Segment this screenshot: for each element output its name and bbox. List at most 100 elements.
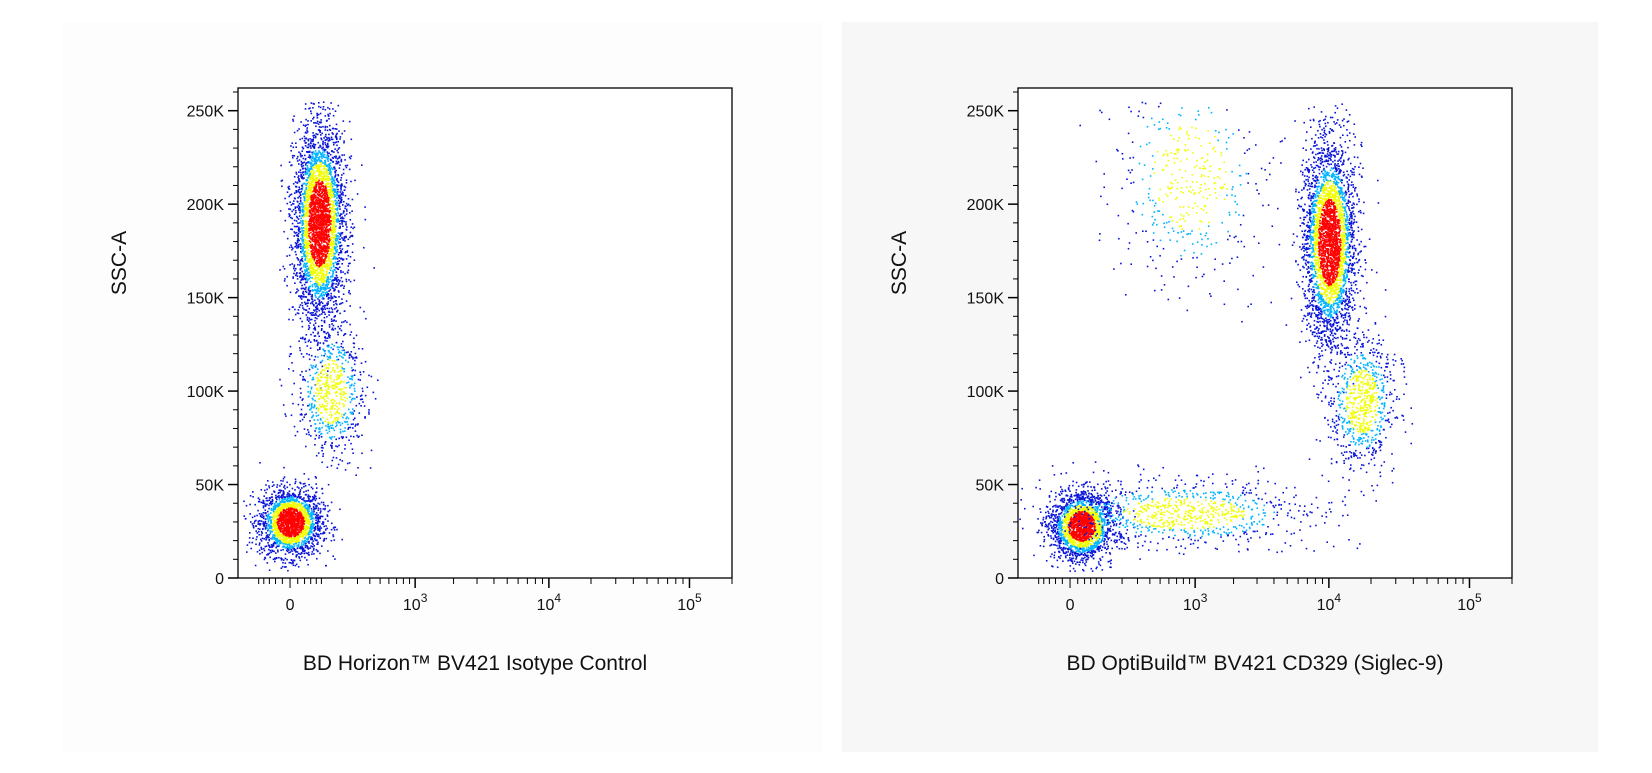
data-point	[338, 236, 340, 238]
data-point	[329, 124, 331, 127]
data-point	[310, 528, 313, 531]
data-point	[315, 199, 317, 202]
data-point	[277, 518, 280, 521]
data-point	[293, 534, 295, 536]
data-point	[322, 221, 325, 224]
data-point	[328, 334, 330, 336]
data-point	[306, 195, 309, 197]
data-point	[309, 245, 311, 247]
data-point	[315, 306, 318, 309]
data-point	[349, 231, 352, 234]
data-point	[300, 337, 302, 340]
data-point	[314, 310, 316, 312]
data-point	[322, 143, 324, 146]
data-point	[327, 277, 330, 279]
data-point	[305, 520, 308, 522]
data-point	[309, 523, 312, 526]
data-point	[301, 546, 303, 548]
data-point	[282, 508, 285, 510]
data-point	[299, 522, 301, 525]
data-point	[276, 527, 278, 529]
data-point	[303, 533, 305, 535]
data-point	[338, 227, 341, 229]
data-point	[302, 548, 305, 551]
data-point	[323, 232, 326, 235]
data-point	[333, 262, 335, 265]
data-point	[332, 243, 334, 246]
data-point	[335, 271, 338, 273]
data-point	[284, 562, 287, 564]
data-point	[291, 500, 294, 503]
data-point	[302, 517, 305, 520]
data-point	[308, 271, 311, 274]
data-point	[265, 503, 268, 506]
data-point	[311, 538, 314, 541]
data-point	[277, 534, 279, 536]
data-point	[328, 178, 331, 181]
data-point	[326, 142, 329, 145]
data-point	[303, 549, 306, 552]
data-point	[254, 503, 256, 506]
data-point	[340, 219, 342, 222]
data-point	[311, 173, 313, 175]
data-point	[321, 250, 324, 253]
data-point	[322, 201, 324, 204]
data-point	[301, 302, 303, 304]
data-point	[335, 133, 338, 136]
data-point	[286, 520, 288, 523]
data-point	[322, 216, 325, 218]
data-point	[305, 203, 308, 205]
data-point	[306, 515, 308, 518]
data-point	[262, 524, 265, 527]
data-point	[291, 228, 293, 231]
data-point	[291, 506, 293, 509]
data-point	[284, 514, 287, 516]
data-point	[286, 506, 289, 508]
data-point	[326, 154, 328, 157]
data-point	[301, 227, 303, 230]
data-point	[302, 516, 304, 519]
data-point	[325, 253, 327, 256]
data-point	[314, 152, 316, 155]
data-point	[334, 211, 336, 214]
data-point	[303, 135, 306, 138]
data-point	[303, 197, 306, 200]
data-point	[324, 200, 327, 203]
data-point	[318, 265, 321, 268]
data-point	[276, 504, 278, 507]
data-point	[340, 217, 342, 219]
data-point	[287, 508, 289, 511]
data-point	[293, 524, 296, 526]
data-point	[316, 283, 318, 286]
data-point	[306, 215, 308, 218]
data-point	[312, 252, 315, 254]
data-point	[259, 524, 261, 526]
data-point	[316, 282, 318, 285]
data-point	[330, 501, 333, 504]
data-point	[297, 566, 300, 568]
data-point	[277, 512, 279, 515]
data-point	[311, 216, 313, 219]
data-point	[315, 548, 318, 551]
data-point	[329, 153, 332, 156]
data-point	[310, 538, 312, 541]
data-point	[308, 215, 311, 218]
data-point	[315, 133, 317, 135]
data-point	[286, 191, 289, 193]
data-point	[325, 146, 328, 148]
data-point	[304, 194, 307, 196]
data-point	[303, 520, 306, 523]
data-point	[335, 160, 338, 163]
data-point	[335, 188, 337, 191]
data-point	[350, 138, 353, 141]
data-point	[313, 193, 316, 196]
data-point	[267, 529, 269, 532]
data-point	[302, 525, 304, 528]
data-point	[319, 174, 322, 176]
data-point	[303, 525, 306, 527]
data-point	[286, 495, 288, 498]
data-point	[331, 242, 334, 245]
data-point	[299, 237, 302, 240]
data-point	[336, 528, 338, 531]
data-point	[330, 242, 332, 244]
